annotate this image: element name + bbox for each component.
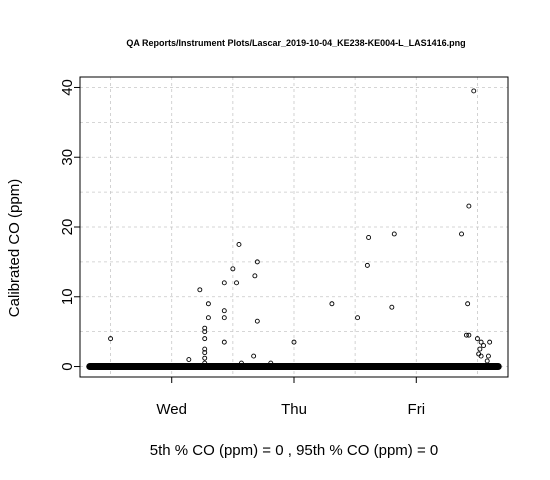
y-tick-label: 20 <box>59 219 76 236</box>
data-point <box>459 231 464 237</box>
data-point <box>186 357 192 363</box>
data-point <box>471 88 477 94</box>
data-point <box>202 355 208 361</box>
data-point <box>391 231 397 237</box>
data-point <box>474 336 480 342</box>
data-point <box>487 339 493 345</box>
data-point <box>202 350 208 356</box>
data-point <box>221 315 227 321</box>
y-tick-label: 0 <box>59 362 76 370</box>
y-tick-label: 10 <box>59 288 76 305</box>
data-point <box>221 339 227 345</box>
data-point <box>291 339 297 345</box>
data-point <box>466 203 472 209</box>
data-point <box>230 266 236 272</box>
data-point <box>202 360 208 366</box>
x-tick-label: Wed <box>156 401 187 418</box>
data-point <box>197 287 203 293</box>
data-point <box>205 315 211 321</box>
data-point <box>202 346 208 352</box>
y-tick-label: 30 <box>59 149 76 166</box>
chart-title: QA Reports/Instrument Plots/Lascar_2019-… <box>126 38 465 48</box>
data-point <box>251 353 257 359</box>
data-point <box>465 301 471 307</box>
data-point <box>484 358 490 364</box>
data-point <box>252 273 258 279</box>
data-point <box>254 259 260 265</box>
data-point <box>477 346 483 352</box>
points-layer <box>108 88 493 366</box>
data-point <box>236 241 242 247</box>
data-point <box>202 329 208 335</box>
data-point <box>478 353 484 359</box>
data-point <box>205 301 211 307</box>
data-point <box>485 353 491 359</box>
data-point <box>202 325 208 331</box>
y-axis: 0 10 20 30 40 <box>59 79 81 371</box>
data-point <box>364 262 370 268</box>
data-point <box>355 315 361 321</box>
x-tick-label: Thu <box>281 401 307 418</box>
y-tick-label: 40 <box>59 79 76 96</box>
data-point <box>221 280 227 286</box>
data-point <box>202 336 208 342</box>
data-point <box>389 304 395 310</box>
data-point <box>238 360 244 366</box>
x-axis-label: 5th % CO (ppm) = 0 , 95th % CO (ppm) = 0 <box>150 442 438 459</box>
y-axis-label: Calibrated CO (ppm) <box>6 179 23 317</box>
data-point <box>268 360 274 366</box>
x-tick-label: Fri <box>408 401 426 418</box>
data-point <box>221 308 227 314</box>
data-point <box>108 336 114 342</box>
data-point <box>366 235 372 240</box>
grid-layer <box>80 77 508 377</box>
data-point <box>329 301 335 307</box>
data-point <box>466 332 472 338</box>
data-point <box>234 280 239 286</box>
x-axis: Wed Thu Fri <box>156 376 426 418</box>
data-point <box>463 332 469 338</box>
data-point <box>478 339 484 345</box>
data-point <box>481 343 486 349</box>
data-point <box>254 318 260 324</box>
